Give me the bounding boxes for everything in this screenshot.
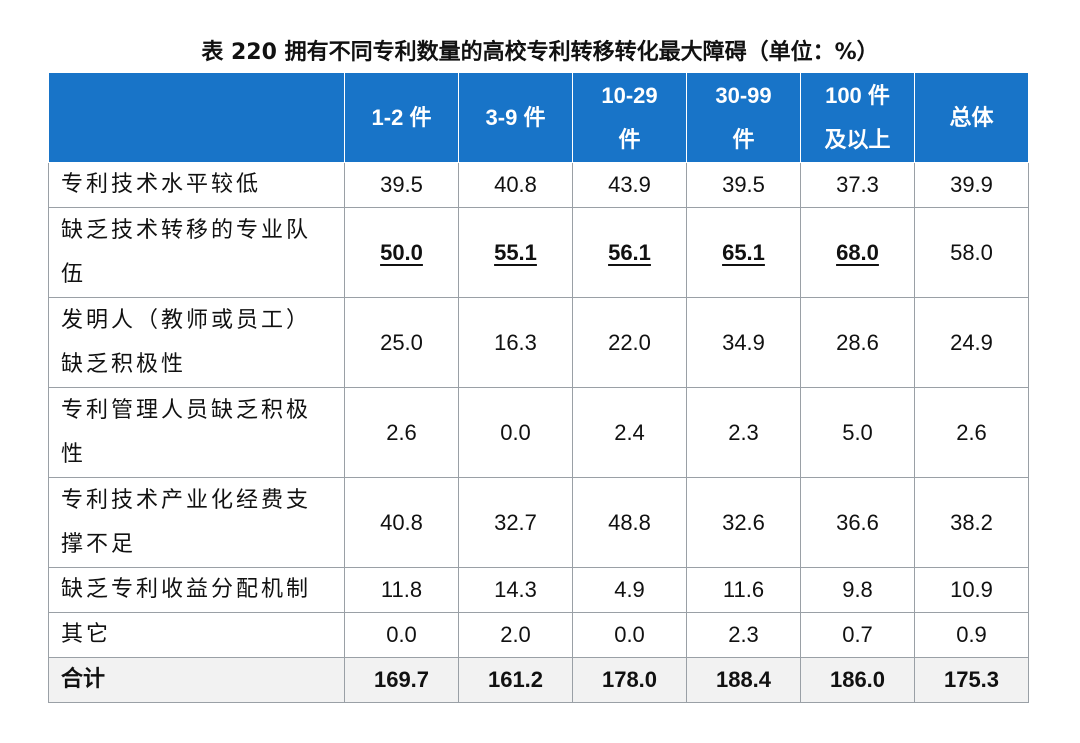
column-header: 10-29 件: [572, 72, 687, 163]
table-row: 缺乏技术转移的专业队伍 50.0 55.1 56.1 65.1 68.0 58.0: [48, 207, 1029, 298]
table-row: 缺乏专利收益分配机制 11.8 14.3 4.9 11.6 9.8 10.9: [48, 567, 1029, 613]
table-cell: 34.9: [686, 297, 801, 388]
table-cell: 11.8: [344, 567, 459, 613]
table-cell: 39.9: [914, 162, 1029, 208]
total-cell: 186.0: [800, 657, 915, 703]
total-cell: 178.0: [572, 657, 687, 703]
table-row: 其它 0.0 2.0 0.0 2.3 0.7 0.9: [48, 612, 1029, 658]
table-cell: 10.9: [914, 567, 1029, 613]
data-table: 1-2 件 3-9 件 10-29 件 30-99 件 100 件 及以上 总体…: [48, 72, 1029, 703]
table-cell: 2.3: [686, 612, 801, 658]
table-cell: 0.0: [572, 612, 687, 658]
header-corner: [48, 72, 345, 163]
table-row: 发明人（教师或员工）缺乏积极性 25.0 16.3 22.0 34.9 28.6 24.9: [48, 297, 1029, 388]
table-cell: 36.6: [800, 477, 915, 568]
table-cell: 2.0: [458, 612, 573, 658]
table-cell: 2.3: [686, 387, 801, 478]
table-cell: 55.1: [458, 207, 573, 298]
table-cell: 38.2: [914, 477, 1029, 568]
table-cell: 39.5: [344, 162, 459, 208]
header-row: 1-2 件 3-9 件 10-29 件 30-99 件 100 件 及以上 总体: [48, 72, 1029, 163]
column-header: 100 件 及以上: [800, 72, 915, 163]
table-cell: 68.0: [800, 207, 915, 298]
table-cell: 39.5: [686, 162, 801, 208]
table-row: 专利技术水平较低 39.5 40.8 43.9 39.5 37.3 39.9: [48, 162, 1029, 208]
table-cell: 28.6: [800, 297, 915, 388]
total-cell: 161.2: [458, 657, 573, 703]
table-cell: 2.6: [914, 387, 1029, 478]
row-label: 专利技术水平较低: [48, 162, 345, 208]
table-cell: 0.0: [344, 612, 459, 658]
table-cell: 0.7: [800, 612, 915, 658]
row-label: 缺乏技术转移的专业队伍: [48, 207, 345, 298]
table-cell: 58.0: [914, 207, 1029, 298]
table-cell: 14.3: [458, 567, 573, 613]
table-cell: 32.6: [686, 477, 801, 568]
table-cell: 11.6: [686, 567, 801, 613]
table-cell: 25.0: [344, 297, 459, 388]
column-header: 3-9 件: [458, 72, 573, 163]
row-label: 缺乏专利收益分配机制: [48, 567, 345, 613]
row-label: 专利技术产业化经费支撑不足: [48, 477, 345, 568]
table-cell: 32.7: [458, 477, 573, 568]
table-cell: 37.3: [800, 162, 915, 208]
row-label: 发明人（教师或员工）缺乏积极性: [48, 297, 345, 388]
total-cell: 169.7: [344, 657, 459, 703]
table-cell: 9.8: [800, 567, 915, 613]
table-cell: 2.6: [344, 387, 459, 478]
table-cell: 16.3: [458, 297, 573, 388]
table-cell: 2.4: [572, 387, 687, 478]
table-cell: 40.8: [458, 162, 573, 208]
table-cell: 24.9: [914, 297, 1029, 388]
column-header: 30-99 件: [686, 72, 801, 163]
total-row: 合计 169.7 161.2 178.0 188.4 186.0 175.3: [48, 657, 1029, 703]
row-label: 专利管理人员缺乏积极性: [48, 387, 345, 478]
table-cell: 48.8: [572, 477, 687, 568]
table-cell: 5.0: [800, 387, 915, 478]
table-cell: 50.0: [344, 207, 459, 298]
column-header: 1-2 件: [344, 72, 459, 163]
total-label: 合计: [48, 657, 345, 703]
row-label: 其它: [48, 612, 345, 658]
table-cell: 22.0: [572, 297, 687, 388]
table-cell: 0.9: [914, 612, 1029, 658]
table-caption: 表 220 拥有不同专利数量的高校专利转移转化最大障碍（单位：%）: [201, 40, 879, 65]
table-row: 专利技术产业化经费支撑不足 40.8 32.7 48.8 32.6 36.6 38.2: [48, 477, 1029, 568]
table-cell: 65.1: [686, 207, 801, 298]
table-cell: 4.9: [572, 567, 687, 613]
total-cell: 175.3: [914, 657, 1029, 703]
table-cell: 40.8: [344, 477, 459, 568]
table-cell: 56.1: [572, 207, 687, 298]
total-cell: 188.4: [686, 657, 801, 703]
table-row: 专利管理人员缺乏积极性 2.6 0.0 2.4 2.3 5.0 2.6: [48, 387, 1029, 478]
column-header: 总体: [914, 72, 1029, 163]
table-cell: 0.0: [458, 387, 573, 478]
table-cell: 43.9: [572, 162, 687, 208]
